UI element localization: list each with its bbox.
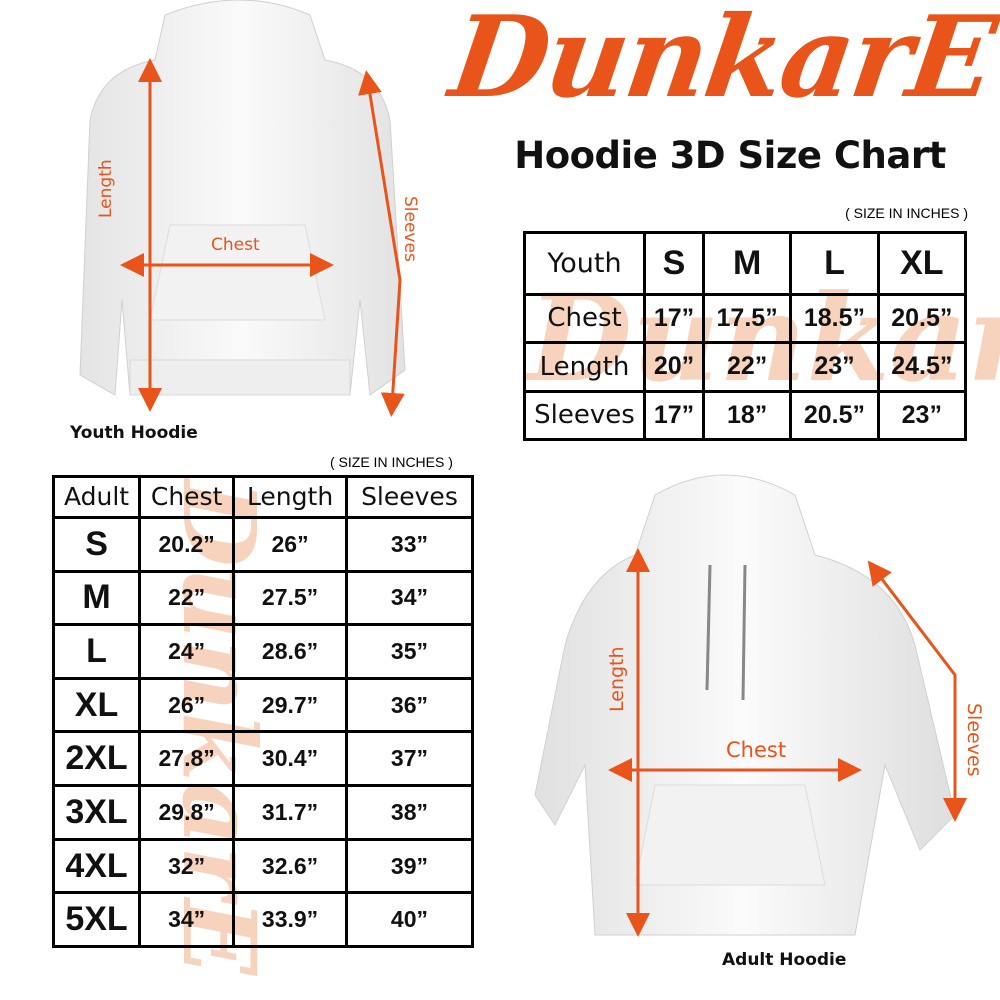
- youth-hoodie-image: [79, 0, 406, 417]
- table-header-row: Adult Chest Length Sleeves: [51, 475, 475, 519]
- measurement-cell: 36”: [344, 676, 475, 734]
- table-row: XL 26” 29.7” 36”: [51, 676, 475, 734]
- size-header: M: [701, 231, 793, 296]
- size-header: S: [643, 231, 705, 296]
- measurement-cell: 28.6”: [232, 623, 348, 680]
- table-row: M 22” 27.5” 34”: [51, 569, 475, 627]
- column-header: Length: [232, 475, 348, 519]
- measurement-cell: 22”: [138, 569, 236, 627]
- youth-chest-label: Chest: [211, 235, 260, 255]
- adult-size-table: Adult Chest Length Sleeves S 20.2” 26” 33” M 22” 2…: [51, 475, 475, 948]
- measurement-cell: 38”: [344, 784, 475, 841]
- youth-unit-note: ( SIZE IN INCHES ): [845, 205, 968, 221]
- measurement-cell: 37”: [344, 730, 475, 788]
- measurement-cell: 17.5”: [701, 292, 793, 345]
- table-row: 5XL 34” 33.9” 40”: [51, 891, 475, 948]
- youth-size-table: Youth S M L XL Chest 17” 17.5” 18.5” 20.5” Length 2…: [523, 231, 968, 442]
- measurement-cell: 27.8”: [138, 730, 236, 788]
- size-label: 2XL: [51, 730, 142, 788]
- adult-length-label: Length: [606, 646, 628, 712]
- table-row: 3XL 29.8” 31.7” 38”: [51, 784, 475, 841]
- table-row: Length 20” 22” 23” 24.5”: [523, 341, 968, 393]
- youth-caption: Youth Hoodie: [70, 423, 198, 443]
- measurement-cell: 40”: [344, 891, 475, 948]
- column-header: Chest: [138, 475, 236, 519]
- table-row: L 24” 28.6” 35”: [51, 623, 475, 680]
- measurement-cell: 22”: [701, 341, 793, 393]
- youth-sleeves-label: Sleeves: [400, 196, 420, 262]
- brand-logo: DunkarE: [443, 0, 1000, 123]
- measurement-cell: 20.5”: [876, 292, 968, 345]
- measurement-cell: 23”: [789, 341, 880, 393]
- page-title: Hoodie 3D Size Chart: [514, 134, 946, 177]
- measurement-cell: 20”: [643, 341, 705, 393]
- youth-length-label: Length: [96, 159, 116, 218]
- measurement-cell: 17”: [643, 292, 705, 345]
- row-label: Sleeves: [523, 389, 646, 442]
- column-header: Adult: [51, 475, 142, 519]
- measurement-cell: 29.7”: [232, 676, 348, 734]
- measurement-cell: 26”: [138, 676, 236, 734]
- measurement-cell: 39”: [344, 837, 475, 895]
- adult-hoodie-image: [534, 474, 967, 937]
- size-label: 3XL: [51, 784, 142, 841]
- measurement-cell: 26”: [232, 515, 348, 573]
- sleeves-arrow: [358, 70, 405, 417]
- size-label: XL: [51, 676, 142, 734]
- table-row: Chest 17” 17.5” 18.5” 20.5”: [523, 292, 968, 345]
- size-label: 5XL: [51, 891, 142, 948]
- measurement-cell: 17”: [643, 389, 705, 442]
- measurement-cell: 32.6”: [232, 837, 348, 895]
- size-label: 4XL: [51, 837, 142, 895]
- measurement-cell: 20.2”: [138, 515, 236, 573]
- measurement-cell: 18”: [701, 389, 793, 442]
- adult-sleeves-label: Sleeves: [963, 703, 985, 777]
- size-header: L: [789, 231, 880, 296]
- measurement-cell: 34”: [344, 569, 475, 627]
- table-row: 4XL 32” 32.6” 39”: [51, 837, 475, 895]
- measurement-cell: 24”: [138, 623, 236, 680]
- measurement-cell: 18.5”: [789, 292, 880, 345]
- measurement-cell: 24.5”: [876, 341, 968, 393]
- table-row: S 20.2” 26” 33”: [51, 515, 475, 573]
- adult-unit-note: ( SIZE IN INCHES ): [330, 454, 453, 470]
- row-label: Chest: [523, 292, 646, 345]
- table-row: 2XL 27.8” 30.4” 37”: [51, 730, 475, 788]
- table-header-row: Youth S M L XL: [523, 231, 968, 296]
- adult-chest-label: Chest: [726, 738, 787, 762]
- measurement-cell: 33”: [344, 515, 475, 573]
- measurement-cell: 34”: [138, 891, 236, 948]
- measurement-cell: 33.9”: [232, 891, 348, 948]
- measurement-cell: 29.8”: [138, 784, 236, 841]
- measurement-cell: 32”: [138, 837, 236, 895]
- measurement-cell: 30.4”: [232, 730, 348, 788]
- table-corner-label: Youth: [523, 231, 646, 296]
- adult-caption: Adult Hoodie: [722, 950, 847, 970]
- measurement-cell: 31.7”: [232, 784, 348, 841]
- size-header: XL: [876, 231, 968, 296]
- size-label: M: [51, 569, 142, 627]
- column-header: Sleeves: [344, 475, 475, 519]
- measurement-cell: 27.5”: [232, 569, 348, 627]
- measurement-cell: 23”: [876, 389, 968, 442]
- size-label: S: [51, 515, 142, 573]
- adult-sleeves-arrow: [867, 560, 967, 822]
- table-row: Sleeves 17” 18” 20.5” 23”: [523, 389, 968, 442]
- measurement-cell: 35”: [344, 623, 475, 680]
- size-label: L: [51, 623, 142, 680]
- row-label: Length: [523, 341, 646, 393]
- measurement-cell: 20.5”: [789, 389, 880, 442]
